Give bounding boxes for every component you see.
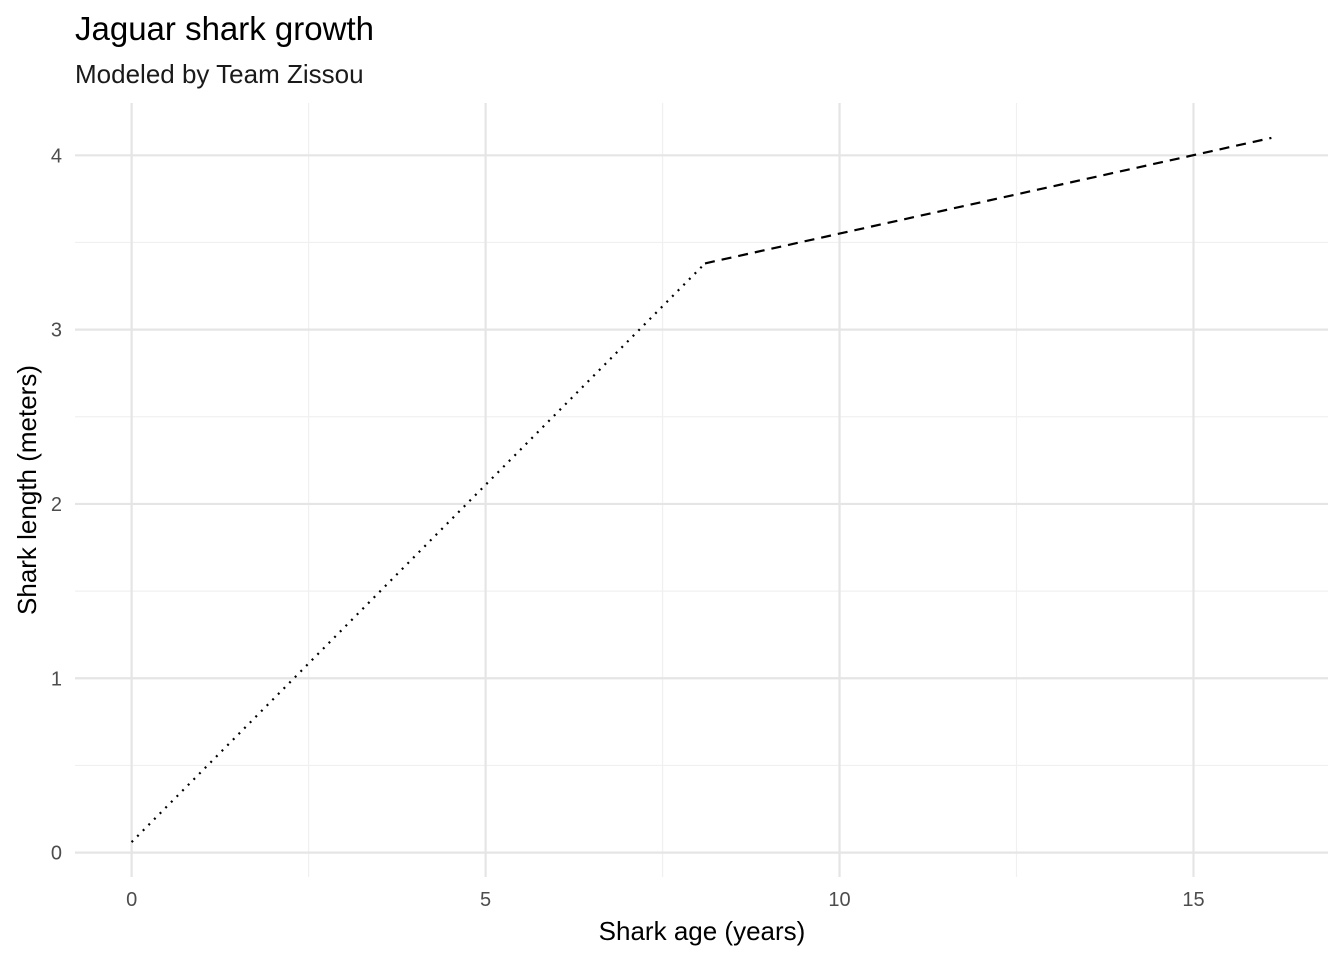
x-tick-label: 5 [480, 889, 491, 911]
y-axis-ticks: 0 1 2 3 4 [51, 145, 62, 864]
series-layer [130, 136, 1272, 843]
y-tick-label: 3 [51, 320, 62, 342]
x-tick-label: 10 [828, 889, 850, 911]
series-line-2 [704, 136, 1272, 265]
x-tick-label: 0 [126, 889, 137, 911]
x-axis-title: Shark age (years) [599, 916, 806, 946]
x-axis-ticks: 0 5 10 15 [126, 889, 1205, 911]
y-tick-label: 2 [51, 494, 62, 516]
grid-major [75, 103, 1328, 877]
y-tick-label: 1 [51, 668, 62, 690]
series-line-1 [130, 262, 706, 843]
chart-subtitle: Modeled by Team Zissou [75, 59, 364, 89]
y-axis-title: Shark length (meters) [12, 365, 42, 615]
y-tick-label: 0 [51, 843, 62, 865]
y-tick-label: 4 [51, 145, 62, 167]
chart-title: Jaguar shark growth [75, 10, 374, 47]
grid-minor [75, 103, 1328, 877]
x-tick-label: 15 [1182, 889, 1204, 911]
